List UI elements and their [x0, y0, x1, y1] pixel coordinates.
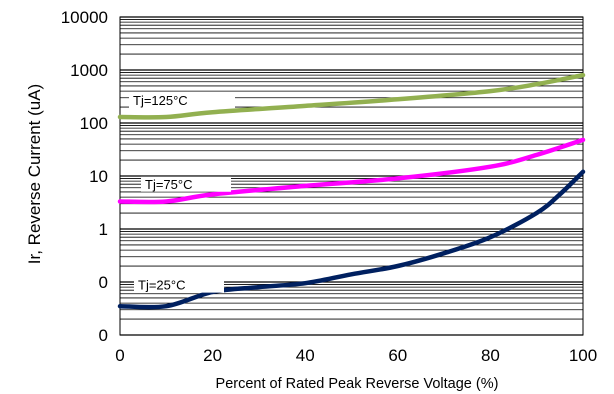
y-tick-label: 10000	[61, 8, 108, 27]
x-tick-label: 100	[569, 346, 597, 365]
curve-labels: Tj=125°C Tj=75°C Tj=25°C	[129, 92, 235, 293]
y-tick-label: 10	[89, 167, 108, 186]
y-tick-label: 1000	[70, 61, 108, 80]
curve-label: Tj=125°C	[133, 93, 188, 108]
curve-label: Tj=75°C	[145, 177, 192, 192]
curve-label: Tj=25°C	[138, 278, 185, 293]
curve-label-background	[129, 92, 235, 108]
x-tick-label: 20	[203, 346, 222, 365]
series-line	[117, 72, 586, 120]
series-line	[117, 169, 586, 310]
series-line	[117, 137, 586, 205]
x-tick-label: 80	[481, 346, 500, 365]
series-lines	[117, 72, 586, 310]
curve-label-background	[134, 277, 224, 293]
y-axis-title: Ir, Reverse Current (uA)	[25, 84, 44, 264]
curve-label-background	[141, 176, 231, 192]
x-axis-title: Percent of Rated Peak Reverse Voltage (%…	[216, 376, 499, 392]
y-tick-label: 0	[99, 273, 108, 292]
y-tick-label: 1	[99, 220, 108, 239]
x-tick-label: 0	[115, 346, 124, 365]
x-tick-label: 40	[296, 346, 315, 365]
x-tick-label: 60	[388, 346, 407, 365]
y-tick-label: 100	[80, 114, 108, 133]
plot-area-frame	[119, 16, 584, 336]
y-tick-label: 0	[99, 326, 108, 345]
